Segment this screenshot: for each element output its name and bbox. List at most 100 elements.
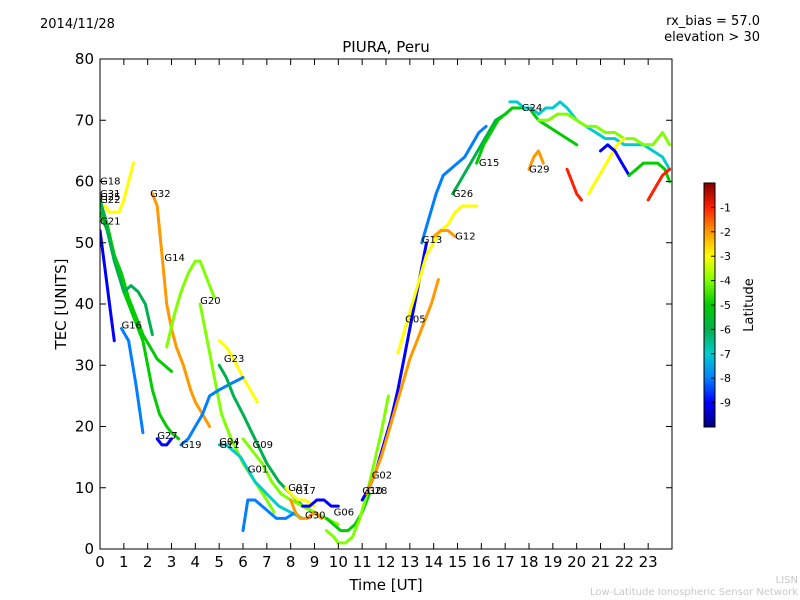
series-label-g25: G25 <box>100 192 120 203</box>
series-line-g02 <box>365 278 440 496</box>
series-line-g33 <box>599 143 631 177</box>
y-tick-label: 0 <box>84 540 94 558</box>
series-label-g20: G20 <box>200 296 220 307</box>
series-line-g07 <box>284 486 316 508</box>
x-tick-label: 5 <box>214 553 224 571</box>
colorbar-tick-label: -5 <box>720 299 731 312</box>
footer: LISN Low-Latitude Ionospheric Sensor Net… <box>590 575 798 599</box>
series-line-g10 <box>324 394 390 545</box>
y-tick-label: 70 <box>75 111 94 129</box>
colorbar-tick-label: -1 <box>720 201 731 214</box>
series-line-g32 <box>150 192 212 428</box>
series-label-g31: G31 <box>100 189 120 200</box>
series-label-g18: G18 <box>100 177 120 188</box>
x-tick-label: 20 <box>567 553 586 571</box>
series-label-g27: G27 <box>157 431 177 442</box>
series-label-g12: G12 <box>455 232 475 243</box>
x-tick-label: 1 <box>119 553 129 571</box>
y-axis: 0 10 20 30 40 50 60 70 80 <box>75 50 672 558</box>
series-line-g21 <box>100 229 116 343</box>
x-tick-label: 14 <box>424 553 443 571</box>
series-label-g09: G09 <box>253 440 273 451</box>
x-tick-label: 6 <box>238 553 248 571</box>
series-label-g29: G29 <box>529 164 549 175</box>
series-layer <box>100 100 672 545</box>
date-label: 2014/11/28 <box>40 17 115 32</box>
y-axis-label: TEC [UNITS] <box>52 259 70 351</box>
x-axis-label: Time [UT] <box>348 576 422 594</box>
series-label-g02: G02 <box>372 471 392 482</box>
series-line-g03 <box>565 167 583 202</box>
series-line-g36 <box>646 167 672 202</box>
x-tick-label: 8 <box>286 553 296 571</box>
series-line-g20 <box>198 302 276 514</box>
series-label-g21: G21 <box>100 216 120 227</box>
x-tick-label: 12 <box>376 553 395 571</box>
rx-bias-label: rx_bias = 57.0 <box>666 14 760 29</box>
colorbar-tick-label: -4 <box>720 275 731 288</box>
series-label-g06: G06 <box>334 507 354 518</box>
x-tick-label: 18 <box>519 553 538 571</box>
footer-acronym: LISN <box>775 575 798 586</box>
y-tick-label: 20 <box>75 418 94 436</box>
series-label-g13: G13 <box>422 235 442 246</box>
colorbar-ticks: -1 -2 -3 -4 -5 -6 -7 -8 -9 <box>711 201 731 410</box>
x-tick-label: 2 <box>143 553 153 571</box>
y-tick-label: 10 <box>75 479 94 497</box>
series-label-g04: G04 <box>219 437 239 448</box>
elevation-label: elevation > 30 <box>664 30 760 45</box>
series-line-g22 <box>100 161 135 214</box>
chart-title: PIURA, Peru <box>342 38 430 56</box>
series-line-g23 <box>217 339 259 404</box>
colorbar-label: Latitude <box>742 278 757 332</box>
series-line-g25 <box>100 198 154 337</box>
y-tick-label: 60 <box>75 173 94 191</box>
series-line-g28 <box>360 241 428 502</box>
series-line-g29 <box>527 149 545 171</box>
series-label-g19: G19 <box>181 440 201 451</box>
series-label-g17: G17 <box>295 486 315 497</box>
colorbar-tick-label: -3 <box>720 250 731 263</box>
x-tick-label: 22 <box>615 553 634 571</box>
series-line-g30 <box>301 498 340 508</box>
x-tick-label: 4 <box>191 553 201 571</box>
y-tick-label: 80 <box>75 50 94 68</box>
series-label-g14: G14 <box>164 253 184 264</box>
x-tick-label: 11 <box>353 553 372 571</box>
series-line-g05 <box>396 204 479 355</box>
series-line-g01 <box>241 498 297 533</box>
series-line-g13 <box>420 124 488 245</box>
footer-network: Low-Latitude Ionospheric Sensor Network <box>590 587 798 598</box>
series-line-g16 <box>120 327 145 435</box>
series-label-g30: G30 <box>305 510 325 521</box>
series-label-g22: G22 <box>100 195 120 206</box>
series-label-g01: G01 <box>248 464 268 475</box>
series-label-g32: G32 <box>150 189 170 200</box>
colorbar-tick-label: -8 <box>720 372 731 385</box>
series-line-g34 <box>587 137 626 196</box>
x-tick-label: 21 <box>591 553 610 571</box>
series-line-g12 <box>432 229 457 239</box>
x-tick-label: 15 <box>448 553 467 571</box>
y-tick-label: 40 <box>75 295 94 313</box>
x-tick-label: 16 <box>472 553 491 571</box>
series-label-g16: G16 <box>122 321 142 332</box>
x-tick-label: 0 <box>95 553 105 571</box>
y-tick-label: 50 <box>75 234 94 252</box>
x-tick-label: 10 <box>329 553 348 571</box>
y-tick-label: 30 <box>75 356 94 374</box>
series-line-g04 <box>217 443 305 520</box>
x-tick-label: 13 <box>400 553 419 571</box>
x-tick-label: 17 <box>496 553 515 571</box>
colorbar-tick-label: -9 <box>720 397 731 410</box>
x-tick-label: 19 <box>543 553 562 571</box>
series-label-g05: G05 <box>405 314 425 325</box>
colorbar: -1 -2 -3 -4 -5 -6 -7 -8 -9 Latitude <box>703 182 757 428</box>
x-tick-label: 3 <box>167 553 177 571</box>
series-label-g23: G23 <box>224 354 244 365</box>
series-label-g15: G15 <box>479 158 499 169</box>
series-line-g09 <box>241 437 340 526</box>
series-label-g07: G07 <box>288 483 308 494</box>
